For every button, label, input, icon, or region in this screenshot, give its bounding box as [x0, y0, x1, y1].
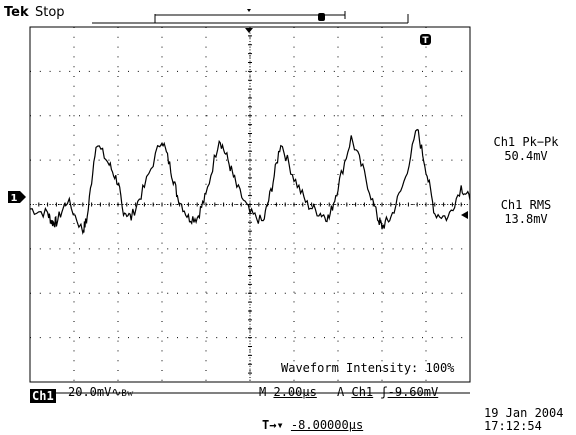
- timebase-readout[interactable]: M 2.00µs: [259, 385, 317, 399]
- record-view-bar: [92, 9, 409, 24]
- measurement-rms-value: 13.8mV: [504, 212, 548, 226]
- ch1-badge: Ch1: [30, 389, 56, 403]
- svg-text:1: 1: [11, 193, 18, 204]
- measurement-rms-label: Ch1 RMS: [500, 198, 552, 212]
- date-readout: 19 Jan 2004: [484, 406, 564, 420]
- coupling-icon: ∿: [111, 385, 122, 399]
- ch1-readout[interactable]: Ch1: [30, 385, 56, 404]
- run-state-label[interactable]: Stop: [35, 5, 65, 20]
- measurement-pkpk-label: Ch1 Pk−Pk: [493, 135, 559, 149]
- measurement-pkpk-value: 50.4mV: [504, 149, 548, 163]
- waveform-intensity-readout: Waveform Intensity: 100%: [281, 361, 455, 375]
- ch1-scale[interactable]: 20.0mV∿Bᴡ: [68, 385, 134, 400]
- ch1-waveform: [29, 128, 471, 235]
- horizontal-position-readout[interactable]: T→▾ -8.00000µs: [262, 418, 364, 432]
- trigger-position-marker[interactable]: [245, 28, 253, 33]
- bandwidth-icon: Bᴡ: [121, 389, 134, 399]
- record-t-marker: [318, 13, 325, 21]
- svg-text:T: T: [422, 36, 429, 46]
- trigger-readout[interactable]: A Ch1 ʃ-9.60mV: [337, 385, 439, 399]
- brand-label: Tek: [4, 5, 29, 20]
- trigger-arrow-icon: T→▾: [262, 418, 284, 432]
- time-readout: 17:12:54: [484, 419, 542, 433]
- trigger-level-arrow[interactable]: [461, 211, 468, 219]
- ch1-ground-marker[interactable]: 1: [8, 191, 26, 204]
- trigger-slope-icon: ʃ: [380, 385, 388, 399]
- trigger-t-marker[interactable]: T: [420, 34, 431, 46]
- graticule-ticks: [29, 26, 471, 383]
